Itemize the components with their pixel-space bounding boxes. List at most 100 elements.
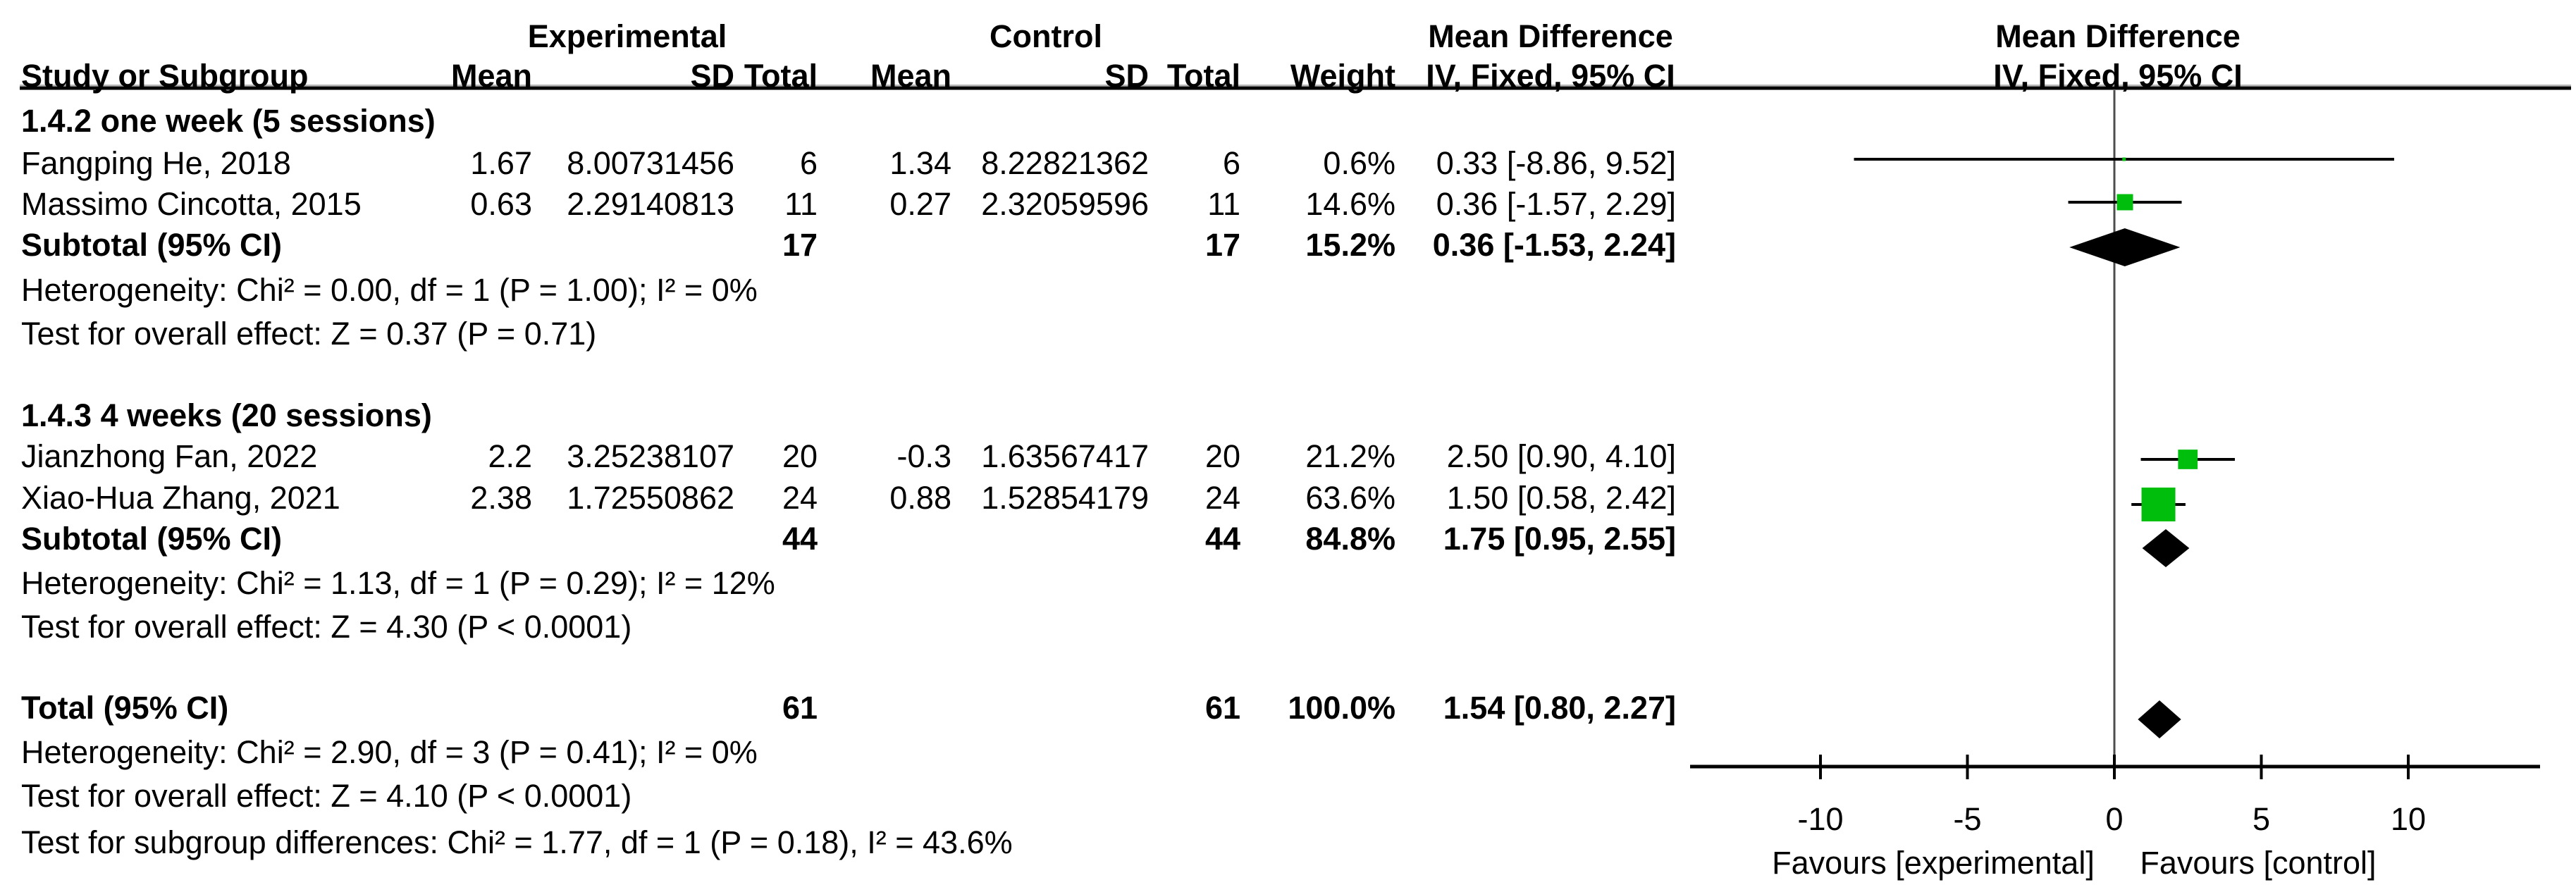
total-exp-value: 24: [782, 480, 818, 516]
mean-ctrl-value: 0.88: [889, 480, 951, 516]
group-header-row: Experimental Control Mean Difference Mea…: [0, 16, 2576, 57]
axis-tick-label: 5: [2253, 801, 2270, 837]
ci-value: 1.50 [0.58, 2.42]: [1446, 480, 1676, 516]
total-exp-column-header: Total: [744, 58, 818, 94]
study-row-jianzhong-fan-2022: Jianzhong Fan, 2022 2.2 3.25238107 20 -0…: [0, 436, 2576, 477]
sd-ctrl-value: 2.32059596: [981, 186, 1149, 222]
mean-ctrl-value: -0.3: [896, 438, 951, 474]
subgroup-2-title-row: 1.4.3 4 weeks (20 sessions): [0, 395, 2576, 436]
heterogeneity-text: Heterogeneity: Chi² = 0.00, df = 1 (P = …: [21, 272, 758, 308]
subtotal-row-subgroup-2: Subtotal (95% CI) 44 44 84.8% 1.75 [0.95…: [0, 519, 2576, 559]
study-name: Jianzhong Fan, 2022: [21, 438, 318, 474]
axis-tick-label: 0: [2105, 801, 2123, 837]
sd-ctrl-value: 8.22821362: [981, 145, 1149, 181]
weight-value: 63.6%: [1305, 480, 1395, 516]
total-ctrl-value: 11: [1207, 186, 1240, 222]
mean-ctrl-value: 1.34: [889, 145, 951, 181]
total-ctrl-value: 17: [1204, 227, 1240, 263]
sd-exp-value: 1.72550862: [567, 480, 734, 516]
ci-value: 0.33 [-8.86, 9.52]: [1436, 145, 1676, 181]
study-row-fangping-he-2018: Fangping He, 2018 1.67 8.00731456 6 1.34…: [0, 143, 2576, 184]
ci-plot-column-header: IV, Fixed, 95% CI: [1993, 58, 2243, 94]
subtotal-diamond: [2069, 228, 2181, 266]
subgroup-title: 1.4.3 4 weeks (20 sessions): [21, 397, 432, 433]
subtotal-row-subgroup-1: Subtotal (95% CI) 17 17 15.2% 0.36 [-1.5…: [0, 225, 2576, 266]
mean-difference-plot-header: Mean Difference: [1995, 18, 2241, 54]
overall-effect-text: Test for overall effect: Z = 0.37 (P = 0…: [21, 316, 597, 352]
weight-value: 0.6%: [1323, 145, 1395, 181]
subgroup-1-title-row: 1.4.2 one week (5 sessions): [0, 101, 2576, 142]
study-name: Fangping He, 2018: [21, 145, 291, 181]
total-ctrl-value: 20: [1204, 438, 1240, 474]
total-heterogeneity-row: Heterogeneity: Chi² = 2.90, df = 3 (P = …: [0, 732, 2576, 773]
heterogeneity-row-subgroup-2: Heterogeneity: Chi² = 1.13, df = 1 (P = …: [0, 563, 2576, 604]
axis-tick-label: -10: [1797, 801, 1843, 837]
sd-ctrl-column-header: SD: [1104, 58, 1149, 94]
total-exp-value: 17: [782, 227, 818, 263]
axis-tick-label: -5: [1953, 801, 1981, 837]
weight-value: 100.0%: [1288, 690, 1395, 726]
heterogeneity-row-subgroup-1: Heterogeneity: Chi² = 0.00, df = 1 (P = …: [0, 270, 2576, 311]
overall-effect-text: Test for overall effect: Z = 4.30 (P < 0…: [21, 609, 632, 645]
mean-exp-value: 0.63: [470, 186, 532, 222]
study-column-header: Study or Subgroup: [21, 58, 309, 94]
mean-ctrl-value: 0.27: [889, 186, 951, 222]
total-exp-value: 20: [782, 438, 818, 474]
total-row: Total (95% CI) 61 61 100.0% 1.54 [0.80, …: [0, 688, 2576, 729]
total-exp-value: 61: [782, 690, 818, 726]
study-name: Massimo Cincotta, 2015: [21, 186, 362, 222]
total-exp-value: 44: [782, 521, 818, 557]
total-exp-value: 11: [784, 186, 818, 222]
total-ctrl-value: 61: [1204, 690, 1240, 726]
effect-square: [2178, 450, 2198, 469]
sd-exp-value: 3.25238107: [567, 438, 734, 474]
subtotal-label: Subtotal (95% CI): [21, 227, 283, 263]
mean-ctrl-column-header: Mean: [870, 58, 951, 94]
weight-value: 21.2%: [1305, 438, 1395, 474]
ci-value: 1.75 [0.95, 2.55]: [1443, 521, 1676, 557]
total-ctrl-value: 6: [1222, 145, 1240, 181]
heterogeneity-text: Heterogeneity: Chi² = 2.90, df = 3 (P = …: [21, 734, 758, 770]
subgroup-title: 1.4.2 one week (5 sessions): [21, 103, 436, 139]
heterogeneity-text: Heterogeneity: Chi² = 1.13, df = 1 (P = …: [21, 565, 775, 601]
column-header-row: Study or Subgroup Mean SD Total Mean SD …: [0, 56, 2576, 97]
experimental-group-header: Experimental: [527, 18, 727, 54]
axis-tick-label: 10: [2391, 801, 2426, 837]
mean-exp-column-header: Mean: [450, 58, 532, 94]
total-diamond: [2138, 700, 2181, 738]
weight-value: 15.2%: [1305, 227, 1395, 263]
mean-difference-header: Mean Difference: [1428, 18, 1673, 54]
total-ctrl-value: 24: [1204, 480, 1240, 516]
weight-value: 84.8%: [1305, 521, 1395, 557]
ci-value: 2.50 [0.90, 4.10]: [1446, 438, 1676, 474]
total-ctrl-value: 44: [1204, 521, 1240, 557]
mean-exp-value: 2.2: [488, 438, 532, 474]
sd-exp-value: 8.00731456: [567, 145, 734, 181]
weight-column-header: Weight: [1290, 58, 1395, 94]
effect-square: [2122, 157, 2126, 161]
overall-effect-row-subgroup-2: Test for overall effect: Z = 4.30 (P < 0…: [0, 607, 2576, 648]
effect-square: [2141, 488, 2176, 521]
subtotal-label: Subtotal (95% CI): [21, 521, 283, 557]
study-row-massimo-cincotta-2015: Massimo Cincotta, 2015 0.63 2.29140813 1…: [0, 184, 2576, 225]
total-label: Total (95% CI): [21, 690, 229, 726]
control-group-header: Control: [990, 18, 1102, 54]
mean-exp-value: 2.38: [470, 480, 532, 516]
favours-experimental-label: Favours [experimental]: [1772, 845, 2095, 881]
study-name: Xiao-Hua Zhang, 2021: [21, 480, 340, 516]
total-exp-value: 6: [799, 145, 818, 181]
total-overall-effect-row: Test for overall effect: Z = 4.10 (P < 0…: [0, 776, 2576, 817]
mean-exp-value: 1.67: [470, 145, 532, 181]
ci-column-header: IV, Fixed, 95% CI: [1426, 58, 1675, 94]
ci-value: 1.54 [0.80, 2.27]: [1443, 690, 1676, 726]
sd-exp-column-header: SD: [690, 58, 734, 94]
sd-ctrl-value: 1.63567417: [981, 438, 1149, 474]
effect-square: [2116, 194, 2133, 211]
favours-control-label: Favours [control]: [2140, 845, 2376, 881]
subgroup-differences-text: Test for subgroup differences: Chi² = 1.…: [21, 824, 1013, 860]
ci-value: 0.36 [-1.53, 2.24]: [1432, 227, 1676, 263]
overall-effect-text: Test for overall effect: Z = 4.10 (P < 0…: [21, 778, 632, 814]
sd-ctrl-value: 1.52854179: [981, 480, 1149, 516]
